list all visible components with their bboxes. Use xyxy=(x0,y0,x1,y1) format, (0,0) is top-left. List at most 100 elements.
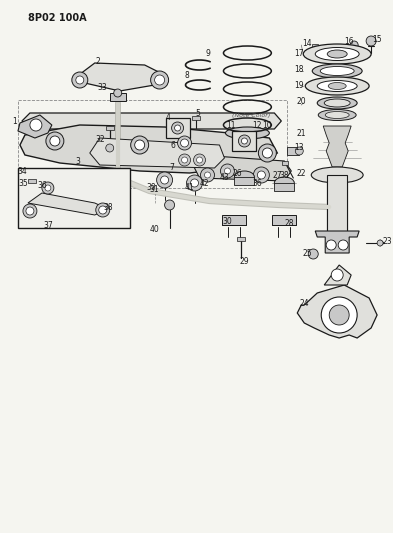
Text: 33: 33 xyxy=(98,84,108,93)
Text: 22: 22 xyxy=(297,168,306,177)
Circle shape xyxy=(204,172,211,178)
Circle shape xyxy=(187,175,202,191)
Circle shape xyxy=(76,76,84,84)
Circle shape xyxy=(72,72,88,88)
Bar xyxy=(191,116,200,120)
Text: 14: 14 xyxy=(303,38,312,47)
Circle shape xyxy=(329,305,349,325)
Ellipse shape xyxy=(303,44,371,64)
Circle shape xyxy=(220,164,235,178)
Text: 2: 2 xyxy=(95,56,100,66)
Text: 38: 38 xyxy=(279,171,289,180)
Text: 32: 32 xyxy=(95,135,105,144)
Circle shape xyxy=(172,122,184,134)
Bar xyxy=(235,177,254,185)
Circle shape xyxy=(331,269,343,281)
Circle shape xyxy=(50,136,60,146)
Ellipse shape xyxy=(312,64,362,78)
Polygon shape xyxy=(323,126,351,167)
Circle shape xyxy=(178,154,191,166)
Circle shape xyxy=(253,167,269,183)
Text: (Note Color): (Note Color) xyxy=(232,112,271,117)
Circle shape xyxy=(157,172,173,188)
Text: 6: 6 xyxy=(170,141,175,149)
Text: 18: 18 xyxy=(294,64,304,74)
Text: 25: 25 xyxy=(303,248,312,257)
Polygon shape xyxy=(324,265,351,285)
Circle shape xyxy=(258,144,276,162)
Text: 4: 4 xyxy=(165,112,170,122)
Text: 41: 41 xyxy=(185,183,195,192)
Circle shape xyxy=(42,182,54,194)
Text: 39: 39 xyxy=(147,183,156,192)
Bar xyxy=(327,175,347,233)
Text: 30: 30 xyxy=(222,216,232,225)
Text: 36: 36 xyxy=(253,179,262,188)
Circle shape xyxy=(161,176,169,184)
Text: 12: 12 xyxy=(253,120,262,130)
Circle shape xyxy=(96,203,110,217)
Circle shape xyxy=(193,154,206,166)
Bar xyxy=(274,183,294,191)
Text: 34: 34 xyxy=(17,166,27,175)
Text: 24: 24 xyxy=(299,298,309,308)
Circle shape xyxy=(239,135,250,147)
Text: 10: 10 xyxy=(263,120,272,130)
Bar xyxy=(282,161,288,165)
Circle shape xyxy=(23,204,37,218)
Text: 27: 27 xyxy=(272,171,282,180)
Circle shape xyxy=(99,206,107,214)
Text: 8P02 100A: 8P02 100A xyxy=(28,13,86,23)
Circle shape xyxy=(26,207,34,215)
Polygon shape xyxy=(195,155,291,181)
Polygon shape xyxy=(28,193,108,215)
Text: 16: 16 xyxy=(344,36,354,45)
Text: 38: 38 xyxy=(103,204,112,213)
Ellipse shape xyxy=(311,167,363,183)
Circle shape xyxy=(257,171,265,179)
Circle shape xyxy=(338,240,348,250)
Circle shape xyxy=(308,249,318,259)
Circle shape xyxy=(114,89,122,97)
Text: 7: 7 xyxy=(169,164,174,173)
Circle shape xyxy=(326,240,336,250)
Circle shape xyxy=(350,41,358,49)
Circle shape xyxy=(45,185,51,191)
Ellipse shape xyxy=(318,109,356,120)
Ellipse shape xyxy=(317,80,357,92)
Circle shape xyxy=(178,136,191,150)
Bar xyxy=(232,131,256,151)
Ellipse shape xyxy=(235,171,254,183)
Text: 26: 26 xyxy=(233,168,242,177)
Text: 1: 1 xyxy=(13,117,17,125)
Circle shape xyxy=(131,136,149,154)
Ellipse shape xyxy=(327,50,347,58)
Bar xyxy=(287,147,299,155)
Bar xyxy=(28,179,36,183)
Text: 17: 17 xyxy=(294,49,304,58)
Circle shape xyxy=(366,36,376,46)
Bar xyxy=(237,237,245,241)
Bar xyxy=(106,126,114,130)
Circle shape xyxy=(263,148,272,158)
Polygon shape xyxy=(22,113,281,129)
Ellipse shape xyxy=(317,97,357,109)
Circle shape xyxy=(154,75,165,85)
Polygon shape xyxy=(20,125,277,173)
Text: 19: 19 xyxy=(294,80,304,90)
Bar xyxy=(18,168,130,228)
Text: 28: 28 xyxy=(285,219,294,228)
Polygon shape xyxy=(18,115,52,138)
Text: 8: 8 xyxy=(184,70,189,79)
Polygon shape xyxy=(272,215,296,225)
Circle shape xyxy=(174,125,180,131)
Text: 11: 11 xyxy=(227,120,236,130)
Ellipse shape xyxy=(315,47,359,61)
Circle shape xyxy=(180,139,189,147)
Circle shape xyxy=(30,119,42,131)
Text: 35: 35 xyxy=(18,180,28,189)
Ellipse shape xyxy=(226,127,269,139)
Bar xyxy=(312,44,318,47)
Circle shape xyxy=(200,168,215,182)
Circle shape xyxy=(165,200,174,210)
